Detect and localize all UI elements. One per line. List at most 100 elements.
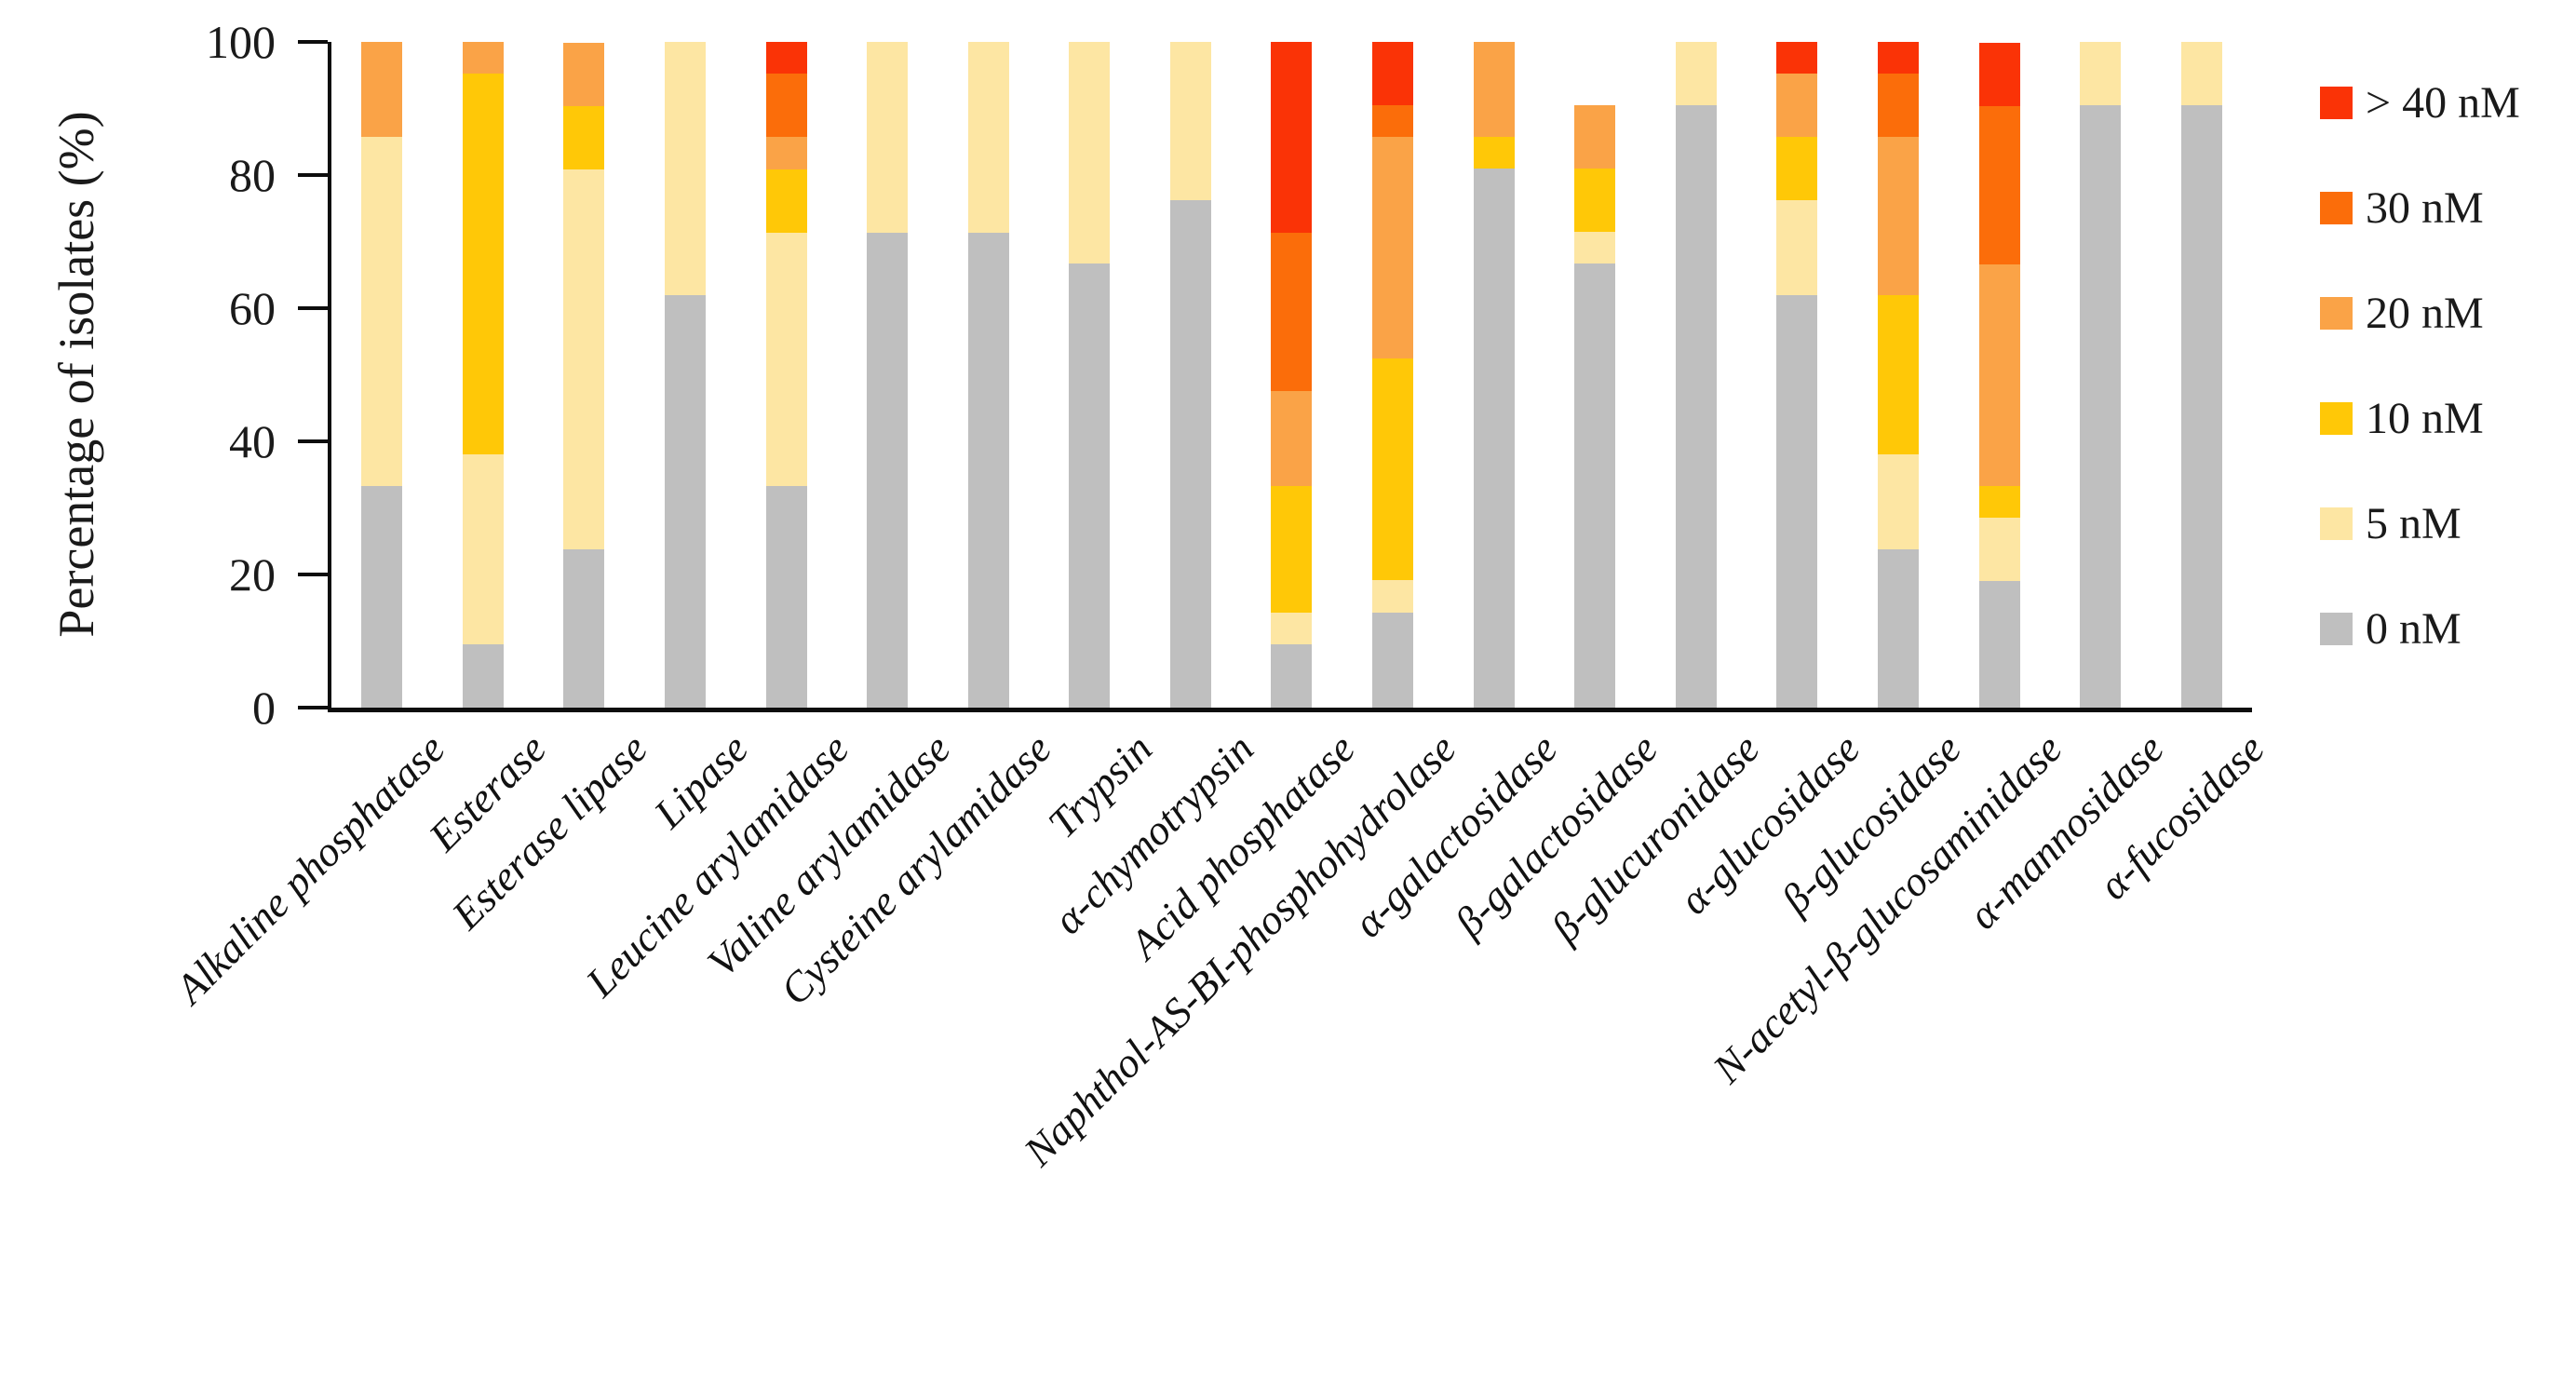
bar-column [1169, 42, 1211, 708]
bar-segment [1574, 168, 1616, 232]
bar-segment [1271, 390, 1313, 486]
bar-segment [462, 74, 504, 454]
bar-column [1675, 42, 1717, 708]
bar-column [765, 42, 807, 708]
y-tick-label: 0 [252, 682, 276, 734]
bar-segment [765, 232, 807, 486]
bar-segment [361, 485, 403, 708]
bar-segment [563, 105, 605, 169]
bar-column [1473, 42, 1515, 708]
bar-segment [765, 42, 807, 74]
bar-segment [765, 74, 807, 138]
legend-label: > 40 nM [2366, 77, 2520, 128]
bar-segment [1574, 231, 1616, 264]
bar-segment [1877, 295, 1919, 454]
bar-column [2080, 42, 2122, 708]
bar-segment [1271, 485, 1313, 613]
bar-segment [1372, 42, 1414, 105]
legend-item: 20 nM [2320, 289, 2484, 338]
bar-segment [1069, 263, 1111, 708]
bar-segment [1776, 295, 1818, 708]
legend-item: 30 nM [2320, 183, 2484, 233]
bar-column [361, 42, 403, 708]
legend-label: 20 nM [2366, 288, 2484, 338]
bar-column [1574, 42, 1616, 708]
bar-segment [1473, 137, 1515, 169]
bar-segment [1473, 42, 1515, 138]
legend-swatch [2320, 191, 2353, 224]
bar-segment [2080, 104, 2122, 708]
y-axis-title: Percentage of isolates (%) [48, 111, 104, 638]
bar-segment [1271, 232, 1313, 391]
bar-segment [1978, 42, 2020, 106]
bar-column [563, 42, 605, 708]
bar-segment [462, 453, 504, 645]
bar-segment [1675, 42, 1717, 105]
bar-segment [1574, 263, 1616, 708]
bar-segment [1877, 548, 1919, 708]
legend-item: 5 nM [2320, 499, 2461, 548]
legend-item: > 40 nM [2320, 77, 2520, 128]
bar-column [1978, 42, 2020, 708]
bar-segment [1271, 612, 1313, 645]
bar-column [665, 42, 707, 708]
y-tick-mark [298, 306, 328, 310]
y-tick-label: 100 [206, 16, 276, 68]
bar-segment [1069, 42, 1111, 264]
bar-segment [765, 485, 807, 708]
bar-segment [1877, 42, 1919, 74]
legend-label: 0 nM [2366, 603, 2461, 654]
bar-segment [2180, 42, 2222, 105]
legend-swatch [2320, 612, 2353, 645]
bar-segment [563, 169, 605, 549]
bar-segment [361, 42, 403, 138]
y-tick-label: 80 [229, 149, 276, 201]
bar-segment [1675, 104, 1717, 708]
legend-item: 0 nM [2320, 604, 2461, 654]
bar-segment [563, 548, 605, 708]
bar-segment [563, 42, 605, 106]
bar-segment [1877, 74, 1919, 138]
bar-segment [1169, 200, 1211, 708]
bar-segment [967, 232, 1009, 708]
y-tick-mark [298, 40, 328, 44]
plot-area [298, 40, 2252, 712]
bar-segment [1372, 358, 1414, 581]
bar-segment [1776, 74, 1818, 138]
y-tick-mark [298, 706, 328, 709]
y-tick-label: 40 [229, 415, 276, 467]
bar-segment [1271, 644, 1313, 708]
legend-item: 10 nM [2320, 394, 2484, 443]
bar-segment [1978, 518, 2020, 582]
bar-segment [1978, 581, 2020, 708]
y-tick-label: 60 [229, 282, 276, 334]
bar-segment [867, 42, 909, 233]
bar-segment [1978, 263, 2020, 486]
bar-segment [2180, 104, 2222, 708]
legend-swatch [2320, 507, 2353, 540]
bar-segment [462, 42, 504, 74]
bar-segment [1372, 612, 1414, 708]
bar-group [331, 42, 2252, 708]
bar-segment [967, 42, 1009, 233]
bar-segment [1877, 137, 1919, 296]
bar-segment [2080, 42, 2122, 105]
bar-column [1776, 42, 1818, 708]
legend-swatch [2320, 296, 2353, 330]
bar-column [1069, 42, 1111, 708]
legend-swatch [2320, 86, 2353, 119]
bar-column [462, 42, 504, 708]
bar-segment [1776, 200, 1818, 296]
bar-segment [765, 137, 807, 169]
bar-segment [1473, 169, 1515, 708]
bar-segment [1169, 42, 1211, 201]
bar-segment [665, 42, 707, 296]
bar-segment [1372, 137, 1414, 359]
bar-segment [1271, 42, 1313, 233]
y-tick-label: 20 [229, 548, 276, 601]
bar-segment [1776, 42, 1818, 74]
bar-segment [665, 295, 707, 708]
bar-segment [867, 232, 909, 708]
x-axis-label: Alkaline phosphatase [166, 724, 454, 1013]
